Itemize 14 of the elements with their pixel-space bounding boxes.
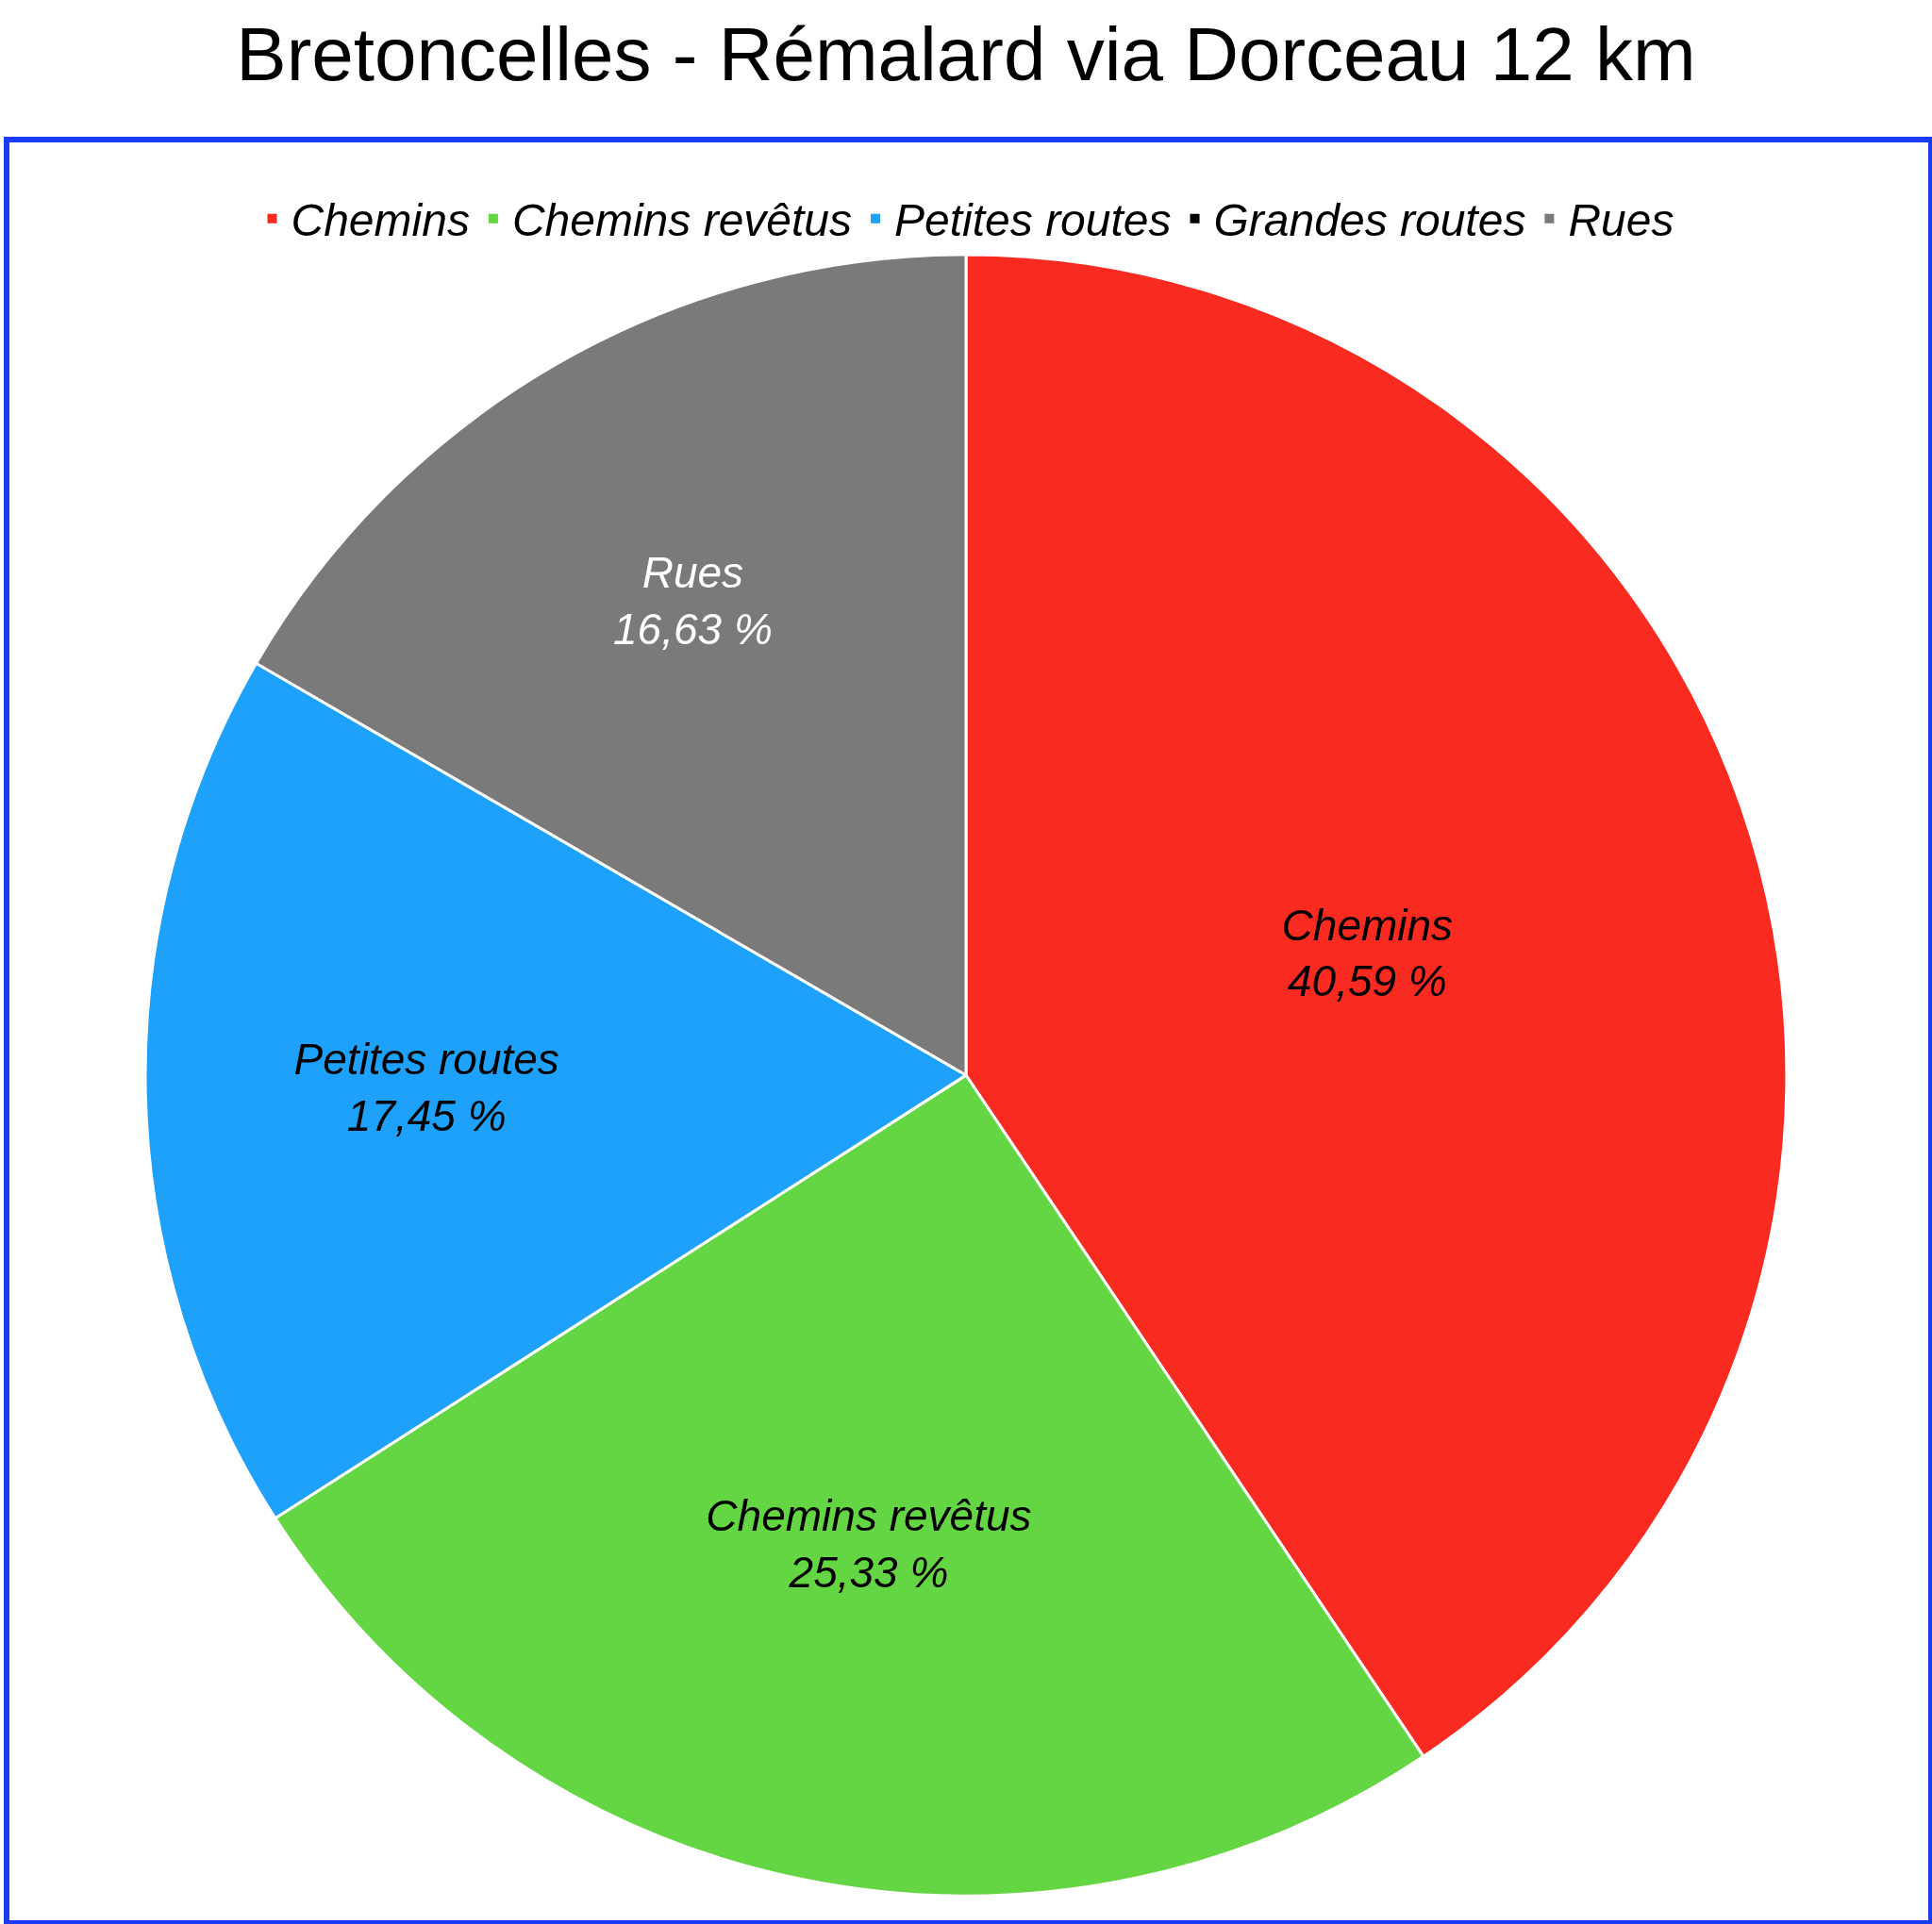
legend-label: Rues bbox=[1568, 195, 1674, 246]
legend-label: Petites routes bbox=[894, 195, 1172, 246]
slice-label: Chemins bbox=[1281, 900, 1454, 950]
data-label: 40,59 % bbox=[1287, 956, 1447, 1006]
data-label: 25,33 % bbox=[788, 1547, 949, 1597]
slice-label: Chemins revêtus bbox=[706, 1490, 1032, 1540]
chart-title: Bretoncelles - Rémalard via Dorceau 12 km bbox=[236, 12, 1696, 97]
data-label: 17,45 % bbox=[346, 1090, 507, 1140]
legend-label: Chemins revêtus bbox=[511, 195, 853, 246]
slice-label: Rues bbox=[641, 548, 744, 598]
data-label: 16,63 % bbox=[612, 604, 773, 654]
legend-label: Chemins bbox=[291, 195, 470, 246]
slice-label: Petites routes bbox=[293, 1034, 559, 1084]
legend-label: Grandes routes bbox=[1213, 195, 1526, 246]
